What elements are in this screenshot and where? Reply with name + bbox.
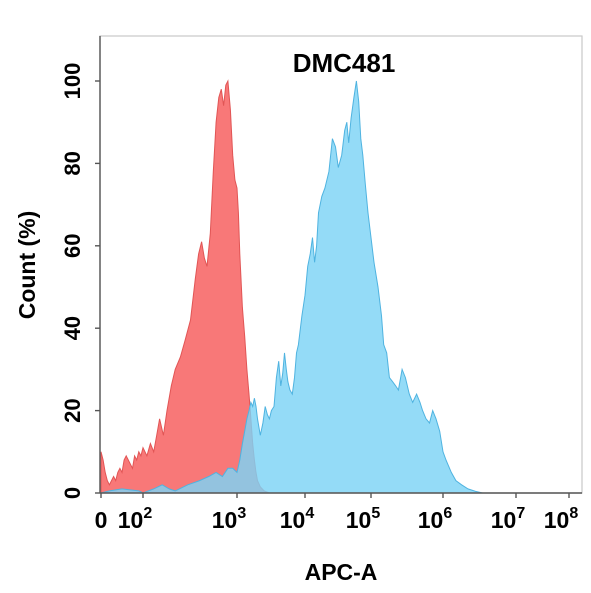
y-tick-label: 80	[60, 151, 85, 175]
x-ticks: 0 102 103 104 105 106 107 108	[95, 493, 579, 533]
y-tick-label: 0	[60, 487, 85, 499]
x-tick-label: 108	[544, 505, 579, 533]
y-tick-label: 100	[60, 63, 85, 100]
y-tick-label: 60	[60, 234, 85, 258]
histogram-series-2	[100, 80, 483, 494]
x-tick-label: 103	[212, 505, 247, 533]
x-axis-label: APC-A	[305, 559, 378, 585]
x-tick-label: 105	[346, 505, 381, 533]
plot-content	[100, 79, 483, 494]
histogram-series-1	[100, 79, 270, 494]
y-axis-label: Count (%)	[14, 211, 40, 320]
y-tick-label: 40	[60, 316, 85, 340]
y-ticks: 0 20 40 60 80 100	[60, 63, 100, 499]
x-tick-label: 104	[280, 505, 315, 533]
x-tick-label: 0	[95, 507, 108, 533]
x-tick-label: 107	[491, 505, 526, 533]
x-tick-label: 102	[118, 505, 153, 533]
y-tick-label: 20	[60, 398, 85, 422]
chart-title: DMC481	[293, 48, 396, 78]
x-tick-label: 106	[418, 505, 453, 533]
